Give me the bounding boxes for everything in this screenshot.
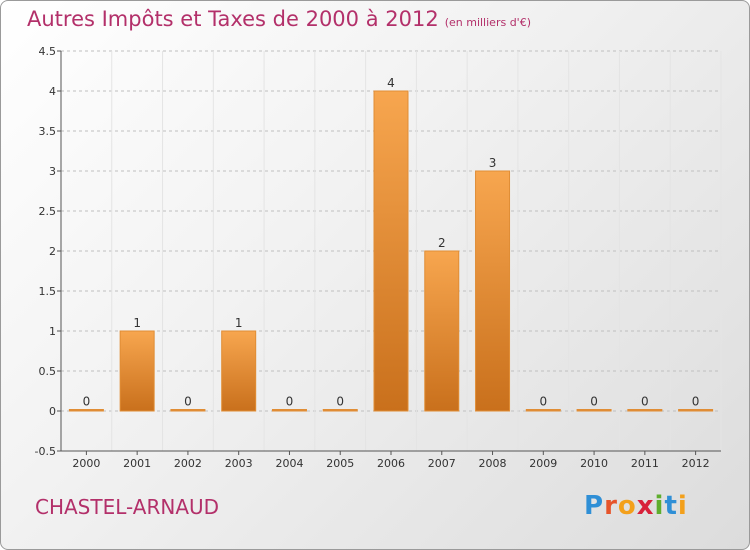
x-tick-label: 2003 xyxy=(225,457,253,470)
bar xyxy=(322,409,358,412)
chart-title-block: Autres Impôts et Taxes de 2000 à 2012 (en… xyxy=(27,7,531,31)
bar xyxy=(119,330,155,412)
y-tick-label: 3.5 xyxy=(39,125,57,138)
bar xyxy=(525,409,561,412)
y-tick-label: 1 xyxy=(49,325,56,338)
axes xyxy=(57,50,721,455)
x-tick-label: 2009 xyxy=(529,457,557,470)
x-tick-label: 2010 xyxy=(580,457,608,470)
logo-letter: x xyxy=(636,491,655,521)
data-label: 0 xyxy=(83,395,91,409)
bar xyxy=(271,409,307,412)
logo-letter: o xyxy=(617,491,637,521)
x-tick-label: 2002 xyxy=(174,457,202,470)
bar xyxy=(373,90,409,412)
y-tick-label: 2 xyxy=(49,245,56,258)
x-tick-label: 2011 xyxy=(631,457,659,470)
bar xyxy=(170,409,206,412)
y-tick-label: 3 xyxy=(49,165,56,178)
data-label: 1 xyxy=(235,316,243,330)
y-tick-label: 1.5 xyxy=(39,285,57,298)
data-label: 0 xyxy=(590,395,598,409)
data-label: 1 xyxy=(133,316,141,330)
y-tick-label: 4 xyxy=(49,85,56,98)
chart-title: Autres Impôts et Taxes de 2000 à 2012 xyxy=(27,7,439,31)
x-tick-label: 2012 xyxy=(682,457,710,470)
x-tick-label: 2000 xyxy=(72,457,100,470)
bar xyxy=(68,409,104,412)
bar xyxy=(475,170,511,412)
data-label: 0 xyxy=(692,395,700,409)
logo-letter: r xyxy=(604,491,618,521)
chart-unit-note: (en milliers d'€) xyxy=(444,16,531,29)
bars xyxy=(68,90,714,412)
logo-letter: i xyxy=(677,491,688,521)
bar xyxy=(576,409,612,412)
y-tick-label: -0.5 xyxy=(35,445,56,458)
bar xyxy=(221,330,257,412)
data-label: 0 xyxy=(641,395,649,409)
commune-name: CHASTEL-ARNAUD xyxy=(35,495,220,519)
data-label: 3 xyxy=(489,156,497,170)
logo-letter: P xyxy=(584,491,605,521)
data-label: 4 xyxy=(387,76,395,90)
x-tick-label: 2007 xyxy=(428,457,456,470)
data-label: 0 xyxy=(336,395,344,409)
data-label: 0 xyxy=(286,395,294,409)
bar xyxy=(424,250,460,412)
y-tick-label: 0.5 xyxy=(39,365,57,378)
logo-letter: t xyxy=(664,491,678,521)
x-tick-label: 2004 xyxy=(275,457,303,470)
tick-labels: -0.500.511.522.533.544.50200012001020021… xyxy=(35,45,710,470)
data-label: 2 xyxy=(438,236,446,250)
logo-letter: i xyxy=(654,491,665,521)
proxiti-logo: Proxiti xyxy=(584,491,688,521)
x-tick-label: 2006 xyxy=(377,457,405,470)
bar xyxy=(627,409,663,412)
x-tick-label: 2001 xyxy=(123,457,151,470)
y-tick-label: 0 xyxy=(49,405,56,418)
bar xyxy=(678,409,714,412)
data-label: 0 xyxy=(539,395,547,409)
y-tick-label: 2.5 xyxy=(39,205,57,218)
x-tick-label: 2005 xyxy=(326,457,354,470)
data-label: 0 xyxy=(184,395,192,409)
x-tick-label: 2008 xyxy=(479,457,507,470)
y-tick-label: 4.5 xyxy=(39,45,57,58)
